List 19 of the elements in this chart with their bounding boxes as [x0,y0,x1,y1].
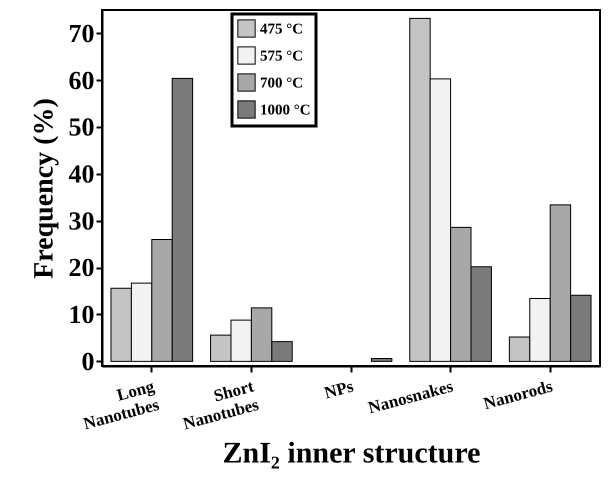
y-tick-label: 0 [82,346,94,376]
legend-label: 1000 °C [260,102,311,118]
y-tick-label: 60 [68,66,94,95]
y-tick-label: 10 [68,300,94,329]
legend-label: 700 °C [260,76,304,92]
x-tick-label: NPs [322,376,356,402]
y-tick-label: 40 [68,159,94,188]
x-axis-title: ZnI₂ inner structure [222,436,480,470]
x-tick-label: Nanorods [482,376,555,414]
bar [370,358,392,362]
y-tick-label: 20 [68,253,94,282]
legend-label: 575 °C [260,48,304,64]
x-tick-label: Short Nanotubes [180,376,262,434]
y-tick-label: 50 [68,112,94,142]
y-tick-label: 30 [68,206,94,236]
x-tick-label: Long Nanotubes [81,376,162,434]
y-tick-label: 70 [68,18,94,48]
y-axis-title: Frequency (%) [28,98,60,279]
legend-label: 475 °C [260,22,304,38]
